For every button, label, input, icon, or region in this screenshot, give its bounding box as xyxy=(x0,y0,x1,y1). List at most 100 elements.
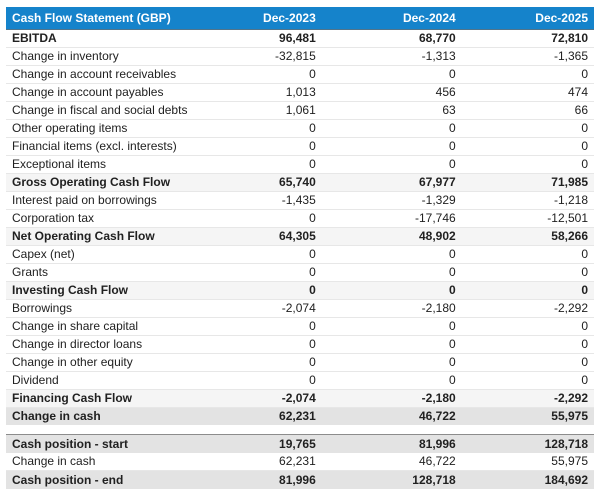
cell-value: 474 xyxy=(461,83,594,102)
cell-value: 55,975 xyxy=(461,452,594,471)
row-label: Change in account receivables xyxy=(6,65,195,84)
row-label: Cash position - start xyxy=(6,434,195,453)
row-label: Change in director loans xyxy=(6,335,195,354)
row-label: Change in account payables xyxy=(6,83,195,102)
table-row: Change in other equity 0 0 0 xyxy=(6,353,594,372)
table-row: Grants 0 0 0 xyxy=(6,263,594,282)
table-row: Financing Cash Flow -2,074 -2,180 -2,292 xyxy=(6,388,594,408)
cell-value: 19,765 xyxy=(194,434,322,453)
table-header: Cash Flow Statement (GBP) Dec-2023 Dec-2… xyxy=(6,7,594,30)
row-label: Change in cash xyxy=(6,406,195,425)
cell-value: 0 xyxy=(461,65,594,84)
cell-value: 67,977 xyxy=(321,172,462,192)
row-label: Other operating items xyxy=(6,119,195,138)
cash-flow-statement-panel: Cash Flow Statement (GBP) Dec-2023 Dec-2… xyxy=(6,7,594,489)
table-row: Investing Cash Flow 0 0 0 xyxy=(6,280,594,300)
table-row: Cash position - end 81,996 128,718 184,692 xyxy=(6,470,594,489)
table-row: Gross Operating Cash Flow 65,740 67,977 71,… xyxy=(6,172,594,192)
row-label: Corporation tax xyxy=(6,209,195,228)
cell-value: -1,365 xyxy=(461,47,594,66)
cell-value: -12,501 xyxy=(461,209,594,228)
row-label: Change in other equity xyxy=(6,353,195,372)
cash-position-table: Cash position - start 19,765 81,996 128,718… xyxy=(6,434,594,489)
table-row: Other operating items 0 0 0 xyxy=(6,119,594,138)
cell-value: 71,985 xyxy=(461,172,594,192)
row-label: Capex (net) xyxy=(6,245,195,264)
cell-value: 0 xyxy=(461,263,594,282)
cell-value: 0 xyxy=(461,353,594,372)
cell-value: 66 xyxy=(461,101,594,120)
cell-value: 1,013 xyxy=(194,83,322,102)
cell-value: 0 xyxy=(194,65,322,84)
cell-value: 0 xyxy=(194,263,322,282)
cell-value: 0 xyxy=(461,335,594,354)
cell-value: -17,746 xyxy=(321,209,462,228)
row-label: Change in cash xyxy=(6,452,195,471)
cash-position-rows-body: Cash position - start 19,765 81,996 128,718… xyxy=(6,434,594,489)
cell-value: -2,074 xyxy=(194,388,322,408)
cell-value: 63 xyxy=(321,101,462,120)
column-header-dec-2025: Dec-2025 xyxy=(461,7,594,30)
cell-value: 62,231 xyxy=(194,452,322,471)
row-label: Change in fiscal and social debts xyxy=(6,101,195,120)
column-header-dec-2023: Dec-2023 xyxy=(194,7,322,30)
cell-value: 128,718 xyxy=(321,470,462,489)
cell-value: -2,180 xyxy=(321,299,462,318)
cell-value: 0 xyxy=(321,371,462,390)
cell-value: 62,231 xyxy=(194,406,322,425)
cell-value: 0 xyxy=(461,119,594,138)
cell-value: 0 xyxy=(194,317,322,336)
row-label: Financing Cash Flow xyxy=(6,388,195,408)
cell-value: 96,481 xyxy=(194,29,322,48)
table-row: EBITDA 96,481 68,770 72,810 xyxy=(6,29,594,48)
cell-value: 0 xyxy=(194,353,322,372)
section-spacer xyxy=(6,425,594,434)
cell-value: 0 xyxy=(461,317,594,336)
table-row: Change in account payables 1,013 456 474 xyxy=(6,83,594,102)
row-label: EBITDA xyxy=(6,29,195,48)
cell-value: -2,074 xyxy=(194,299,322,318)
table-row: Change in fiscal and social debts 1,061 63… xyxy=(6,101,594,120)
row-label: Interest paid on borrowings xyxy=(6,191,195,210)
cell-value: 0 xyxy=(194,209,322,228)
cell-value: 0 xyxy=(321,317,462,336)
cell-value: 0 xyxy=(194,371,322,390)
cell-value: 0 xyxy=(461,280,594,300)
table-row: Net Operating Cash Flow 64,305 48,902 58,26… xyxy=(6,226,594,246)
table-row: Change in account receivables 0 0 0 xyxy=(6,65,594,84)
cell-value: 0 xyxy=(321,65,462,84)
row-label: Borrowings xyxy=(6,299,195,318)
cell-value: 0 xyxy=(461,371,594,390)
table-row: Exceptional items 0 0 0 xyxy=(6,155,594,174)
cell-value: 0 xyxy=(461,155,594,174)
cell-value: 184,692 xyxy=(461,470,594,489)
cell-value: 48,902 xyxy=(321,226,462,246)
cell-value: 0 xyxy=(321,119,462,138)
cell-value: -1,329 xyxy=(321,191,462,210)
cash-flow-table: Cash Flow Statement (GBP) Dec-2023 Dec-2… xyxy=(6,7,594,425)
table-row: Cash position - start 19,765 81,996 128,718 xyxy=(6,434,594,453)
table-title: Cash Flow Statement (GBP) xyxy=(6,7,195,30)
table-row: Interest paid on borrowings -1,435 -1,329-… xyxy=(6,191,594,210)
cell-value: 46,722 xyxy=(321,452,462,471)
row-label: Cash position - end xyxy=(6,470,195,489)
row-label: Change in inventory xyxy=(6,47,195,66)
table-row: Change in share capital 0 0 0 xyxy=(6,317,594,336)
cell-value: -2,292 xyxy=(461,388,594,408)
cell-value: 0 xyxy=(321,137,462,156)
cell-value: -1,218 xyxy=(461,191,594,210)
row-label: Dividend xyxy=(6,371,195,390)
main-rows-body: EBITDA 96,481 68,770 72,810 Change in invent… xyxy=(6,29,594,425)
cell-value: -2,292 xyxy=(461,299,594,318)
cell-value: 81,996 xyxy=(194,470,322,489)
cell-value: 456 xyxy=(321,83,462,102)
cell-value: 128,718 xyxy=(461,434,594,453)
header-row: Cash Flow Statement (GBP) Dec-2023 Dec-2… xyxy=(6,7,594,30)
cell-value: 0 xyxy=(461,137,594,156)
cell-value: -1,435 xyxy=(194,191,322,210)
cell-value: 65,740 xyxy=(194,172,322,192)
table-row: Corporation tax 0 -17,746 -12,501 xyxy=(6,209,594,228)
cell-value: 0 xyxy=(194,280,322,300)
cell-value: -2,180 xyxy=(321,388,462,408)
table-row: Change in cash 62,231 46,722 55,975 xyxy=(6,452,594,471)
